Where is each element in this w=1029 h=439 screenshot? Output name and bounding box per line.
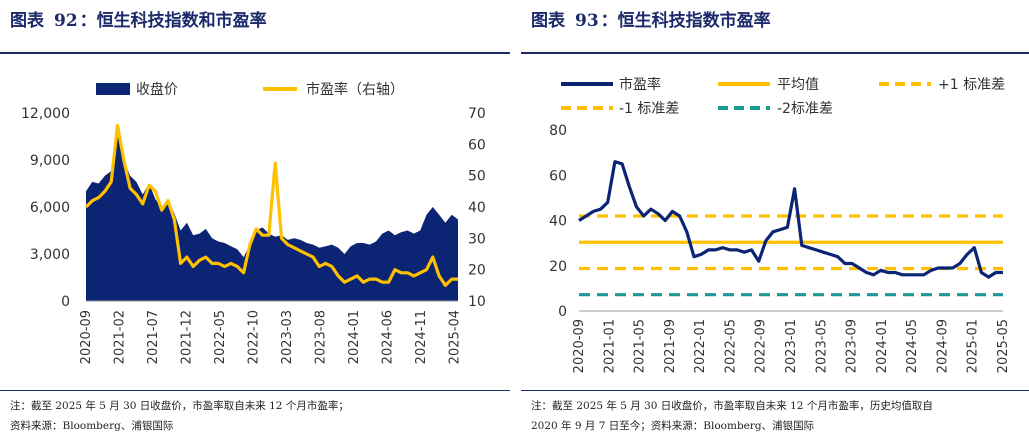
note-divider	[521, 390, 1029, 391]
x-tick-label: 2023-03	[280, 310, 295, 364]
x-tick-label: 2022-09	[754, 319, 769, 373]
x-tick-label: 2024-01	[875, 319, 890, 373]
source-line: 资料来源：Bloomberg、浦银国际	[10, 420, 174, 432]
y-right-tick-label: 20	[468, 263, 486, 279]
legend-label-pe: 市盈率（右轴）	[306, 81, 404, 98]
figure-number: 92	[54, 11, 78, 31]
x-tick-label: 2025-04	[447, 310, 462, 364]
x-tick-label: 2025-05	[996, 319, 1011, 373]
y-tick-label: 40	[549, 214, 567, 230]
x-tick-label: 2022-05	[723, 319, 738, 373]
figure-title: 图表 92 ：恒生科技指数和市盈率	[10, 6, 267, 31]
x-tick-label: 2023-09	[845, 319, 860, 373]
y-left-tick-label: 12,000	[21, 106, 70, 122]
y-left-tick-label: 3,000	[30, 247, 70, 263]
legend-label-pe: 市盈率	[619, 76, 661, 93]
x-tick-label: 2021-12	[179, 310, 194, 364]
x-tick-label: 2022-01	[693, 319, 708, 373]
x-tick-label: 2021-02	[112, 310, 127, 364]
figure-title-text: ：恒生科技指数和市盈率	[79, 11, 267, 31]
x-tick-label: 2021-07	[146, 310, 161, 364]
x-tick-label: 2024-11	[414, 310, 429, 364]
x-tick-label: 2023-08	[313, 310, 328, 364]
x-tick-label: 2020-09	[79, 310, 94, 364]
x-tick-label: 2024-09	[935, 319, 950, 373]
x-tick-label: 2022-10	[246, 310, 261, 364]
x-tick-label: 2023-05	[814, 319, 829, 373]
x-tick-label: 2021-01	[602, 319, 617, 373]
x-tick-label: 2022-05	[213, 310, 228, 364]
title-divider	[521, 52, 1029, 54]
legend-label-price: 收盘价	[136, 81, 178, 98]
title-divider	[0, 52, 510, 54]
y-right-tick-label: 50	[468, 169, 486, 185]
legend-label-mean: 平均值	[777, 77, 819, 93]
figure-label: 图表	[531, 11, 565, 31]
y-right-tick-label: 40	[468, 200, 486, 216]
pe-line-series	[84, 123, 458, 287]
y-left-tick-label: 9,000	[30, 153, 70, 169]
x-tick-label: 2025-01	[966, 319, 981, 373]
note-line-1: 注：截至 2025 年 5 月 30 日收盘价，市盈率取自未来 12 个月市盈率…	[10, 400, 349, 412]
figure-label: 图表	[10, 11, 44, 31]
legend-label-minus1sd: -1 标准差	[619, 101, 679, 117]
legend-label-minus2sd: -2标准差	[777, 101, 833, 117]
y-right-tick-label: 30	[468, 231, 486, 247]
figure-92-panel: 图表 92 ：恒生科技指数和市盈率 收盘价 市盈率（右轴） 0 3,000 6,000 9,0…	[0, 0, 510, 439]
x-tick-label: 2020-09	[572, 319, 587, 373]
source-line: 2020 年 9 月 7 日至今；资料来源：Bloomberg、浦银国际	[531, 420, 815, 432]
x-tick-label: 2024-01	[347, 310, 362, 364]
legend-swatch-price	[96, 83, 130, 95]
y-tick-label: 60	[549, 168, 567, 184]
y-right-tick-label: 60	[468, 137, 486, 153]
hstech-pe-band-chart: 市盈率 平均值 +1 标准差 -1 标准差 -2标准差 0 20 40 60 80 2020-09 2…	[549, 76, 1011, 373]
x-tick-label: 2023-01	[784, 319, 799, 373]
hstech-price-pe-chart: 收盘价 市盈率（右轴） 0 3,000 6,000 9,000 12,000 10 20 30 40…	[21, 81, 486, 364]
figure-title: 图表 93 ：恒生科技指数市盈率	[531, 6, 771, 31]
y-left-tick-label: 6,000	[30, 200, 70, 216]
legend-label-plus1sd: +1 标准差	[938, 77, 1005, 93]
x-tick-label: 2021-05	[633, 319, 648, 373]
pe-line-series	[578, 160, 1003, 279]
y-tick-label: 80	[549, 123, 567, 139]
y-tick-label: 20	[549, 259, 567, 275]
x-tick-label: 2021-09	[663, 319, 678, 373]
y-tick-label: 0	[558, 304, 567, 320]
y-right-tick-label: 70	[468, 106, 486, 122]
note-divider	[0, 390, 510, 391]
figure-93-panel: 图表 93 ：恒生科技指数市盈率 市盈率 平均值 +1 标准差 -1 标准差 -2标准差 0 2…	[521, 0, 1029, 439]
note-line-1: 注：截至 2025 年 5 月 30 日收盘价，市盈率取自未来 12 个月市盈率…	[531, 400, 933, 412]
x-tick-label: 2024-06	[380, 310, 395, 364]
y-left-tick-label: 0	[61, 294, 70, 310]
figure-number: 93	[575, 11, 599, 31]
figure-title-text: ：恒生科技指数市盈率	[600, 11, 771, 31]
y-right-tick-label: 10	[468, 294, 486, 310]
x-tick-label: 2024-05	[905, 319, 920, 373]
